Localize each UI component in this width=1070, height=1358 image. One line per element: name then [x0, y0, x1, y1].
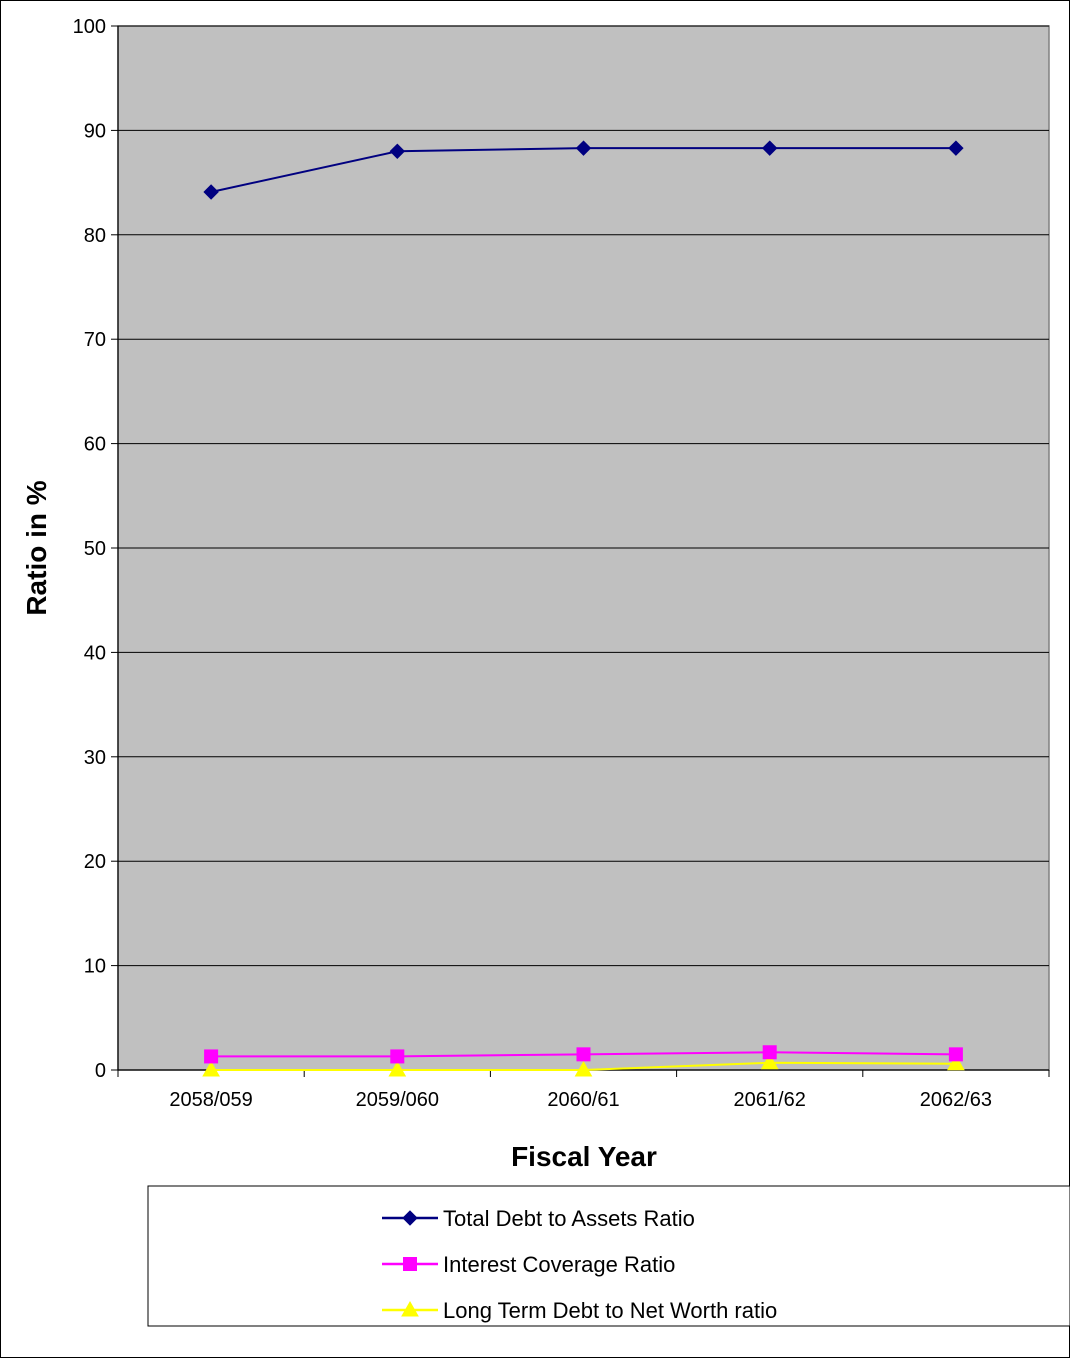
x-axis-title: Fiscal Year [511, 1141, 657, 1172]
x-tick-label: 2060/61 [547, 1089, 619, 1111]
data-point [947, 1054, 965, 1071]
y-tick-label: 40 [84, 642, 106, 664]
y-tick-label: 50 [84, 538, 106, 560]
data-point [574, 1060, 593, 1077]
data-point [948, 140, 964, 156]
data-point [203, 184, 219, 200]
x-tick-label: 2058/059 [169, 1089, 252, 1111]
legend-marker [401, 1300, 419, 1317]
y-tick-label: 90 [84, 120, 106, 142]
legend-label: Interest Coverage Ratio [443, 1252, 675, 1277]
y-tick-labels: 0 10 20 30 40 50 60 70 80 90 100 [73, 16, 106, 1082]
y-tick-label: 20 [84, 851, 106, 873]
legend-marker [403, 1257, 417, 1271]
series-markers [202, 140, 965, 1077]
y-tick-label: 10 [84, 956, 106, 978]
gridlines [118, 25, 1049, 967]
legend-box [147, 1185, 1070, 1327]
legend-label: Long Term Debt to Net Worth ratio [443, 1298, 777, 1323]
data-point [576, 1047, 591, 1062]
data-point [948, 1047, 963, 1062]
x-tick-labels: 2058/059 2059/060 2060/61 2061/62 2062/63 [169, 1089, 992, 1111]
y-tick-label: 0 [95, 1060, 106, 1082]
y-tick-label: 60 [84, 434, 106, 456]
legend-label: Total Debt to Assets Ratio [443, 1206, 695, 1231]
data-point [389, 143, 406, 159]
x-tick-label: 2059/060 [356, 1089, 439, 1111]
data-point [202, 1060, 220, 1077]
data-point [575, 140, 592, 156]
y-tick-label: 70 [84, 329, 106, 351]
data-point [388, 1060, 407, 1077]
data-point [761, 140, 778, 156]
x-tick-label: 2062/63 [920, 1089, 992, 1111]
y-axis-title: Ratio in % [21, 480, 52, 615]
y-tick-label: 30 [84, 747, 106, 769]
y-tick-label: 80 [84, 225, 106, 247]
x-tick-label: 2061/62 [734, 1089, 806, 1111]
data-point [762, 1045, 777, 1060]
y-tick-label: 100 [73, 16, 106, 38]
data-point [390, 1049, 405, 1064]
legend-marker [402, 1210, 418, 1226]
data-point [760, 1053, 779, 1070]
data-point [204, 1049, 219, 1064]
legend: Total Debt to Assets Ratio Interest Cover… [382, 1206, 777, 1323]
